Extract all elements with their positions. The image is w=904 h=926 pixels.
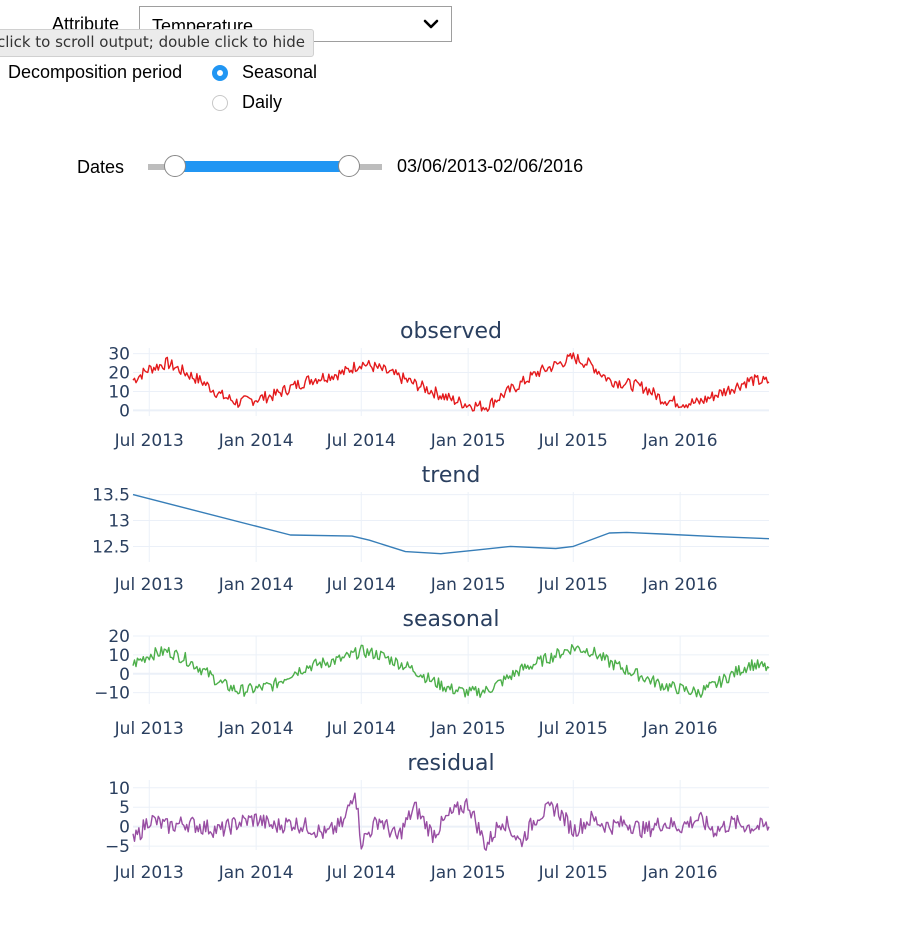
y-tick-label: −5 [105, 837, 130, 857]
x-tick-label: Jul 2013 [114, 719, 184, 739]
x-tick-label: Jan 2015 [430, 863, 506, 883]
x-tick-label: Jul 2013 [114, 431, 184, 451]
series-line-seasonal [132, 644, 770, 698]
x-tick-label: Jul 2014 [326, 431, 396, 451]
dates-slider-value: 03/06/2013-02/06/2016 [397, 156, 584, 176]
chart-panel-observed: observed Jul 2013 Jan 2014 Jul 2014 Jan 2015… [108, 319, 770, 451]
radio-unchecked-icon[interactable] [212, 94, 228, 111]
x-tick-label: Jan 2016 [642, 575, 718, 595]
chart-title: trend [422, 463, 481, 488]
radio-option-seasonal[interactable]: Seasonal [212, 62, 317, 83]
decomposition-charts: observed Jul 2013 Jan 2014 Jul 2014 Jan 2015… [92, 319, 770, 883]
period-label: Decomposition period [8, 62, 183, 82]
radio-option-label: Daily [242, 92, 283, 112]
x-tick-label: Jan 2016 [642, 863, 718, 883]
y-tick-label: 0 [119, 401, 130, 421]
x-tick-label: Jul 2015 [538, 863, 608, 883]
chart-title: observed [400, 319, 502, 344]
y-tick-label: −10 [94, 684, 130, 704]
x-tick-label: Jan 2015 [430, 431, 506, 451]
y-tick-label: 20 [108, 364, 130, 384]
y-tick-label: 5 [119, 798, 130, 818]
chart-panel-seasonal: seasonal Jul 2013 Jan 2014 Jul 2014 Jan 2015… [94, 607, 770, 739]
chart-panel-trend: trend Jul 2013 Jan 2014 Jul 2014 Jan 2015 Jul… [92, 463, 770, 595]
x-tick-label: Jul 2015 [538, 575, 608, 595]
series-line-trend [132, 493, 770, 555]
x-tick-label: Jan 2016 [642, 431, 718, 451]
x-tick-label: Jan 2014 [218, 431, 294, 451]
dates-slider-end-handle[interactable] [338, 155, 360, 177]
series-line-observed [132, 352, 770, 412]
y-tick-label: 12.5 [92, 537, 130, 557]
x-tick-label: Jul 2014 [326, 863, 396, 883]
x-tick-label: Jan 2016 [642, 719, 718, 739]
dates-slider-range[interactable] [174, 161, 348, 172]
y-tick-label: 0 [119, 818, 130, 838]
dates-slider-start-handle[interactable] [164, 155, 186, 177]
chevron-down-icon [423, 19, 439, 29]
y-tick-label: 13.5 [92, 486, 130, 506]
x-tick-label: Jul 2013 [114, 863, 184, 883]
y-tick-label: 30 [108, 345, 130, 365]
x-tick-label: Jan 2015 [430, 575, 506, 595]
y-tick-label: 10 [108, 646, 130, 666]
x-tick-label: Jan 2014 [218, 719, 294, 739]
x-tick-label: Jul 2014 [326, 575, 396, 595]
series-line-residual [132, 792, 770, 851]
y-tick-label: 10 [108, 382, 130, 402]
radio-option-daily[interactable]: Daily [212, 92, 282, 113]
radio-option-label: Seasonal [242, 62, 318, 82]
output-scroll-tooltip: click to scroll output; double click to … [0, 29, 315, 57]
chart-panel-residual: residual Jul 2013 Jan 2014 Jul 2014 Jan 2015… [105, 751, 770, 883]
chart-title: residual [407, 751, 494, 776]
x-tick-label: Jul 2015 [538, 431, 608, 451]
x-tick-label: Jul 2015 [538, 719, 608, 739]
y-tick-label: 10 [108, 779, 130, 799]
chart-title: seasonal [403, 607, 500, 632]
y-tick-label: 0 [119, 665, 130, 685]
y-tick-label: 13 [108, 512, 130, 532]
radio-checked-icon[interactable] [212, 64, 228, 81]
dates-label: Dates [77, 157, 125, 177]
x-tick-label: Jul 2014 [326, 719, 396, 739]
x-tick-label: Jan 2015 [430, 719, 506, 739]
y-tick-label: 20 [108, 627, 130, 647]
x-tick-label: Jul 2013 [114, 575, 184, 595]
x-tick-label: Jan 2014 [218, 863, 294, 883]
x-tick-label: Jan 2014 [218, 575, 294, 595]
